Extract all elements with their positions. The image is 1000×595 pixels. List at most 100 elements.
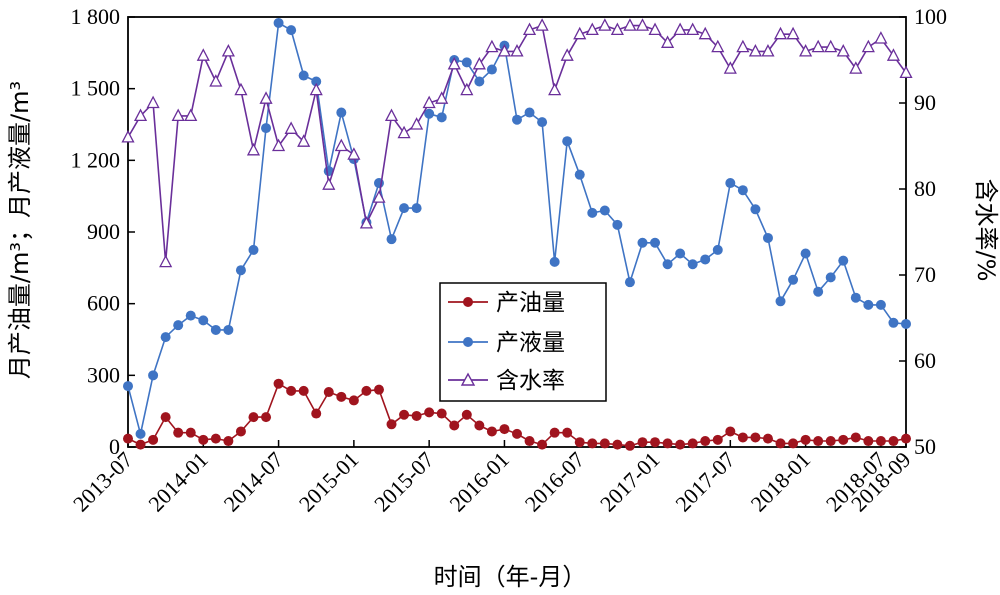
- data-point-liquid: [813, 286, 824, 297]
- data-point-liquid: [549, 256, 560, 267]
- data-point-water-cut: [698, 26, 712, 40]
- data-point-water-cut: [284, 121, 298, 134]
- legend: 产油量 产液量 含水率: [439, 282, 607, 402]
- data-point-oil: [700, 436, 711, 447]
- legend-item-liquid: 产液量: [448, 330, 565, 356]
- data-point-oil: [624, 440, 635, 451]
- data-point-oil: [386, 419, 397, 430]
- data-point-oil: [599, 438, 610, 449]
- data-point-water-cut: [297, 134, 311, 147]
- data-point-oil: [512, 428, 522, 439]
- data-point-water-cut: [535, 18, 549, 31]
- data-point-water-cut: [422, 95, 436, 109]
- data-point-liquid: [524, 107, 535, 118]
- data-point-oil: [788, 438, 799, 449]
- y-right-tick-label: 80: [914, 176, 936, 201]
- y-left-tick-label: 1 500: [71, 76, 121, 101]
- data-point-oil: [499, 424, 510, 435]
- legend-label-oil: 产油量: [496, 290, 565, 316]
- data-point-oil: [198, 434, 209, 445]
- data-point-liquid: [436, 112, 447, 123]
- data-point-oil: [537, 439, 548, 450]
- y-left-tick-label: 900: [87, 219, 120, 244]
- legend-item-water: 含水率: [448, 368, 565, 394]
- data-point-liquid: [687, 259, 698, 270]
- data-point-water-cut: [410, 117, 424, 130]
- data-point-liquid: [198, 315, 209, 326]
- data-point-oil: [612, 439, 623, 450]
- data-point-oil: [185, 427, 196, 438]
- x-tick-label: 2013-07: [68, 447, 138, 517]
- data-point-liquid: [223, 324, 234, 335]
- data-point-oil: [411, 410, 422, 421]
- data-point-liquid: [286, 25, 297, 36]
- x-tick-label: 2014-07: [219, 447, 289, 517]
- data-point-oil: [336, 391, 347, 402]
- data-point-oil: [210, 433, 221, 444]
- data-point-oil: [173, 427, 184, 438]
- data-point-oil: [160, 412, 171, 423]
- data-point-liquid: [135, 428, 146, 439]
- data-point-oil: [286, 385, 297, 396]
- x-axis-title: 时间（年-月）: [434, 563, 587, 591]
- y-right-tick-label: 70: [914, 262, 936, 287]
- data-point-water-cut: [773, 26, 788, 40]
- data-point-water-cut: [899, 65, 913, 79]
- data-point-oil: [863, 436, 874, 447]
- data-point-liquid: [411, 203, 422, 214]
- data-point-oil: [875, 436, 886, 447]
- data-point-water-cut: [221, 43, 235, 57]
- data-point-oil: [323, 387, 334, 398]
- data-point-water-cut: [723, 61, 737, 74]
- data-point-oil: [436, 408, 447, 419]
- data-point-water-cut: [234, 82, 248, 96]
- data-point-liquid: [838, 255, 849, 266]
- data-point-water-cut: [861, 39, 875, 53]
- data-point-oil: [737, 432, 748, 443]
- data-point-liquid: [123, 381, 133, 392]
- data-point-water-cut: [485, 39, 499, 53]
- data-point-liquid: [160, 332, 171, 343]
- data-point-water-cut: [184, 108, 198, 122]
- data-point-liquid: [624, 277, 635, 288]
- x-tick-label: 2017-01: [595, 447, 665, 517]
- data-point-water-cut: [573, 26, 587, 40]
- data-point-oil: [762, 433, 773, 444]
- y-right-tick-label: 100: [914, 4, 947, 29]
- data-point-liquid: [587, 207, 598, 218]
- data-point-water-cut: [560, 48, 574, 61]
- data-point-liquid: [185, 310, 196, 321]
- data-point-water-cut: [510, 43, 524, 57]
- data-point-liquid: [298, 70, 309, 81]
- data-point-liquid: [650, 237, 661, 248]
- data-point-oil: [725, 426, 736, 437]
- x-tick-label: 2016-07: [520, 447, 590, 517]
- data-point-oil: [424, 407, 435, 418]
- data-point-liquid: [750, 204, 761, 215]
- data-point-liquid: [788, 274, 799, 285]
- data-point-water-cut: [259, 91, 273, 104]
- data-point-oil: [574, 437, 585, 448]
- y-left-tick-label: 300: [87, 362, 120, 387]
- data-point-water-cut: [497, 43, 512, 57]
- y-right-tick-label: 50: [914, 434, 936, 459]
- data-point-water-cut: [447, 56, 461, 70]
- data-point-liquid: [612, 219, 623, 230]
- data-point-water-cut: [435, 91, 449, 104]
- data-point-oil: [825, 436, 836, 447]
- data-point-oil: [800, 434, 811, 445]
- data-point-liquid: [599, 205, 610, 216]
- data-point-liquid: [399, 203, 410, 214]
- data-point-oil: [399, 409, 410, 420]
- data-point-water-cut: [585, 22, 599, 36]
- data-point-oil: [348, 395, 359, 406]
- data-point-oil: [373, 384, 384, 395]
- data-point-oil: [361, 385, 372, 396]
- data-point-oil: [813, 436, 824, 447]
- data-point-liquid: [173, 320, 184, 331]
- data-point-water-cut: [686, 22, 700, 36]
- y-axis-right-title: 含水率/%: [972, 179, 1000, 282]
- data-point-water-cut: [761, 43, 775, 57]
- legend-marker-water: [460, 372, 476, 386]
- data-point-water-cut: [673, 22, 687, 36]
